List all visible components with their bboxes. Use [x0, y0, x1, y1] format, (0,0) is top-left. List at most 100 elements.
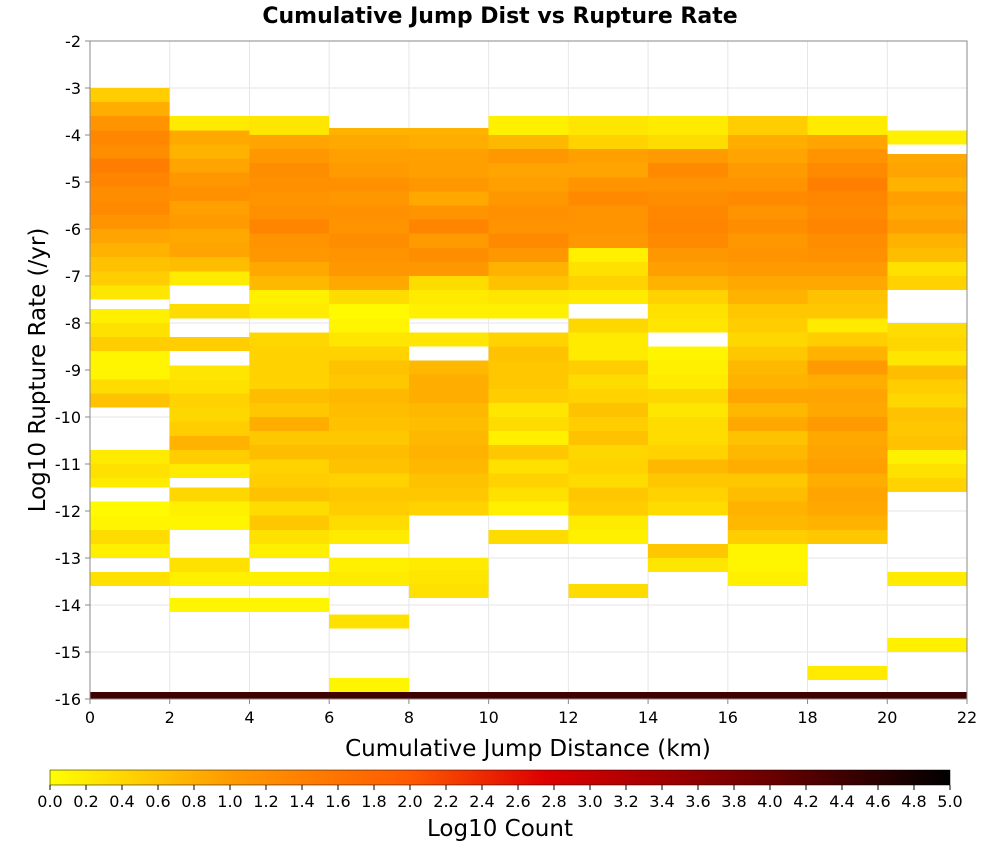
- colorbar-tick-label-0: 0.0: [37, 792, 62, 811]
- heatmap-cell-3-17: [329, 360, 409, 375]
- heatmap-cell-2-8: [249, 473, 330, 488]
- heatmap-cell-0-9: [90, 393, 170, 408]
- x-tick-label-4: 8: [404, 708, 414, 727]
- heatmap-cell-5-20: [488, 233, 569, 248]
- colorbar-tick-label-17: 3.4: [649, 792, 674, 811]
- heatmap-cell-6-4: [568, 501, 649, 516]
- heatmap-cell-3-27: [329, 219, 409, 234]
- y-tick-label-12: -14: [55, 596, 81, 615]
- heatmap-cell-10-10: [887, 379, 967, 394]
- heatmap-cell-2-9: [249, 459, 330, 474]
- heatmap-cell-6-1: [568, 583, 649, 598]
- heatmap-cell-1-19: [169, 243, 250, 258]
- heatmap-cell-4-15: [408, 332, 489, 347]
- heatmap-cell-2-18: [249, 332, 330, 347]
- heatmap-cell-5-26: [488, 149, 569, 164]
- colorbar-tick-label-5: 1.0: [217, 792, 242, 811]
- heatmap-cell-4-27: [408, 149, 489, 164]
- heatmap-cell-2-20: [249, 290, 330, 305]
- heatmap-cell-10-15: [887, 276, 967, 291]
- heatmap-cell-0-25: [90, 158, 170, 173]
- colorbar-tick-label-25: 5.0: [937, 792, 962, 811]
- y-axis-ticks: -2 -3 -4 -5 -6 -7 -8 -9 -10 -11 -12 -13 -14 -15 -16: [55, 32, 90, 709]
- heatmap-cell-3-3: [329, 572, 409, 587]
- heatmap-cell-7-19: [648, 261, 728, 276]
- x-tick-label-0: 0: [85, 708, 95, 727]
- heatmap-cell-4-6: [408, 473, 489, 488]
- heatmap-cell-1-6: [169, 487, 250, 502]
- heatmap-cell-2-3: [249, 543, 330, 558]
- heatmap-cell-9-27: [807, 177, 888, 192]
- heatmap-cell-1-26: [169, 144, 250, 159]
- heatmap-cell-3-30: [329, 177, 409, 192]
- heatmap-cell-0-6: [90, 478, 170, 488]
- heatmap-cell-2-21: [249, 276, 330, 291]
- heatmap-cell-6-16: [568, 332, 649, 347]
- heatmap-cell-3-19: [329, 332, 409, 347]
- heatmap-cell-6-17: [568, 318, 649, 333]
- heatmap-cell-6-13: [568, 374, 649, 389]
- heatmap-cell-4-3: [408, 558, 489, 570]
- heatmap-cell-9-19: [807, 290, 888, 305]
- y-tick-label-7: -9: [65, 361, 81, 380]
- heatmap-cell-7-25: [648, 177, 728, 192]
- heatmap-cell-10-14: [887, 323, 967, 338]
- heatmap-cell-5-23: [488, 191, 569, 206]
- y-tick-label-3: -5: [65, 173, 81, 192]
- heatmap-cell-8-2: [727, 558, 808, 573]
- chart-title: Cumulative Jump Dist vs Rupture Rate: [262, 4, 737, 29]
- heatmap-cell-10-6: [887, 435, 967, 450]
- heatmap-cell-6-10: [568, 417, 649, 432]
- heatmap-cell-3-31: [329, 163, 409, 178]
- y-tick-label-8: -10: [55, 408, 81, 427]
- heatmap-cell-0-24: [90, 172, 170, 187]
- heatmap-cell-10-7: [887, 421, 967, 436]
- colorbar-tick-label-2: 0.4: [109, 792, 134, 811]
- heatmap-cell-5-8: [488, 417, 569, 432]
- heatmap-cell-7-1: [648, 558, 728, 573]
- colorbar-label: Log10 Count: [427, 816, 573, 842]
- x-tick-label-8: 16: [718, 708, 738, 727]
- colorbar-tick-label-3: 0.6: [145, 792, 170, 811]
- y-tick-label-11: -13: [55, 549, 81, 568]
- heatmap-cell-6-28: [568, 149, 649, 164]
- heatmap-cell-3-20: [329, 318, 409, 333]
- heatmap-cell-4-7: [408, 459, 489, 474]
- heatmap-cell-5-4: [488, 473, 569, 488]
- heatmap-cell-9-29: [807, 149, 888, 164]
- heatmap-cell-3-0: [329, 691, 409, 699]
- heatmap-cell-1-10: [169, 421, 250, 436]
- heatmap-cell-2-14: [249, 388, 330, 403]
- heatmap-cell-0-12: [90, 351, 170, 366]
- colorbar-tick-label-19: 3.8: [721, 792, 746, 811]
- heatmap-cell-0-0: [90, 691, 170, 699]
- y-tick-label-10: -12: [55, 502, 81, 521]
- x-tick-label-9: 18: [797, 708, 817, 727]
- heatmap-cell-0-11: [90, 365, 170, 380]
- heatmap-cell-1-1: [169, 597, 250, 613]
- colorbar-tick-label-12: 2.4: [469, 792, 494, 811]
- x-axis-ticks: 0 2 4 6 8 10 12 14 16 18 20 22: [85, 699, 977, 727]
- heatmap-cell-4-21: [408, 233, 489, 248]
- heatmap-cell-2-11: [249, 431, 330, 446]
- colorbar-tick-label-22: 4.4: [829, 792, 854, 811]
- heatmap-cell-7-3: [648, 501, 728, 516]
- heatmap-cell-9-5: [807, 487, 888, 502]
- heatmap-cell-7-7: [648, 445, 728, 460]
- heatmap-cell-10-21: [887, 191, 967, 206]
- heatmap-cell-2-6: [249, 501, 330, 516]
- heatmap-cell-0-2: [90, 543, 170, 558]
- heatmap-cell-5-0: [488, 691, 569, 699]
- heatmap-cell-1-0: [169, 691, 250, 699]
- heatmap-cell-6-26: [568, 177, 649, 192]
- colorbar-ticks: 0.0 0.2 0.4 0.6 0.8 1.0 1.2 1.4 1.6 1.8 2.0 2.2 2.4 2…: [37, 785, 963, 811]
- heatmap-cell-2-24: [249, 233, 330, 248]
- colorbar-tick-label-14: 2.8: [541, 792, 566, 811]
- heatmap-cell-8-4: [727, 529, 808, 544]
- heatmap-cell-6-25: [568, 191, 649, 206]
- heatmap-cell-5-9: [488, 402, 569, 417]
- heatmap-cell-8-28: [727, 191, 808, 206]
- heatmap-cell-8-13: [727, 402, 808, 417]
- heatmap-cell-9-12: [807, 388, 888, 403]
- heatmap-cell-1-16: [169, 304, 250, 319]
